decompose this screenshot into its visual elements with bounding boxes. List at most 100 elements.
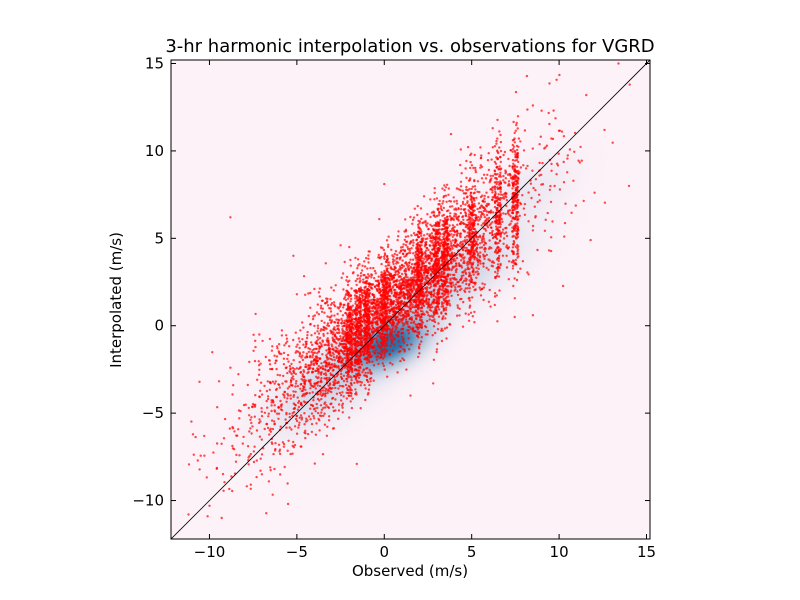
scatter-point (468, 287, 471, 290)
scatter-point (267, 412, 270, 415)
scatter-point (468, 304, 472, 307)
scatter-point (475, 235, 478, 238)
scatter-point (476, 180, 480, 183)
scatter-point (458, 314, 461, 317)
scatter-point (246, 383, 249, 387)
scatter-point (497, 226, 500, 229)
scatter-point (379, 246, 383, 249)
scatter-point (274, 362, 277, 365)
scatter-point (461, 271, 465, 274)
scatter-point (324, 373, 328, 377)
scatter-point (291, 375, 295, 378)
scatter-point (444, 194, 448, 197)
scatter-point (401, 357, 404, 360)
scatter-point (326, 391, 329, 395)
scatter-point (278, 386, 281, 389)
scatter-point (426, 213, 429, 216)
scatter-point (572, 179, 575, 182)
scatter-point (430, 295, 433, 299)
scatter-point (428, 262, 431, 265)
scatter-point (350, 382, 353, 385)
scatter-point (361, 264, 364, 267)
scatter-point (510, 207, 514, 210)
scatter-point (349, 294, 352, 298)
scatter-point (354, 317, 358, 320)
scatter-point (432, 325, 436, 328)
scatter-point (382, 357, 385, 360)
scatter-point (312, 399, 315, 402)
scatter-point (440, 339, 444, 343)
scatter-point (332, 427, 336, 430)
scatter-point (502, 237, 506, 240)
scatter-point (491, 198, 494, 201)
scatter-point (420, 244, 423, 247)
scatter-point (499, 180, 502, 183)
scatter-point (298, 360, 301, 364)
scatter-point (483, 250, 487, 253)
scatter-point (531, 229, 535, 232)
scatter-point (365, 256, 368, 260)
scatter-point (509, 215, 512, 218)
scatter-point (319, 404, 323, 407)
scatter-point (411, 267, 414, 270)
scatter-point (364, 398, 367, 402)
scatter-point (477, 216, 480, 219)
scatter-point (427, 300, 430, 304)
scatter-point (354, 392, 357, 396)
scatter-point (471, 263, 474, 266)
scatter-point (350, 379, 353, 382)
scatter-point (337, 387, 340, 390)
scatter-point (373, 269, 377, 273)
scatter-point (312, 362, 315, 365)
scatter-point (491, 196, 494, 199)
scatter-point (313, 314, 317, 317)
scatter-point (455, 199, 458, 203)
scatter-point (383, 269, 386, 273)
scatter-point (468, 282, 471, 286)
scatter-point (332, 331, 335, 334)
scatter-point (430, 280, 433, 284)
scatter-point (217, 380, 221, 383)
scatter-point (279, 473, 282, 476)
scatter-point (340, 276, 343, 279)
scatter-point (324, 387, 328, 391)
scatter-point (486, 226, 490, 229)
scatter-point (406, 297, 409, 300)
scatter-point (405, 262, 408, 265)
scatter-point (442, 206, 445, 210)
scatter-point (289, 394, 292, 397)
scatter-point (370, 372, 373, 375)
scatter-point (456, 290, 459, 293)
scatter-point (373, 329, 376, 333)
scatter-point (421, 297, 425, 301)
scatter-point (372, 298, 375, 301)
scatter-point (482, 234, 485, 238)
scatter-point (252, 450, 255, 453)
scatter-point (348, 416, 351, 419)
scatter-point (523, 213, 527, 216)
scatter-point (390, 304, 393, 308)
scatter-point (423, 258, 426, 261)
scatter-point (270, 409, 273, 413)
scatter-point (345, 387, 349, 390)
scatter-point (413, 262, 416, 266)
scatter-point (514, 90, 518, 94)
scatter-point (332, 356, 336, 359)
scatter-point (482, 209, 485, 213)
scatter-point (585, 93, 588, 97)
scatter-point (465, 159, 468, 163)
scatter-point (348, 391, 351, 394)
scatter-point (314, 369, 317, 373)
scatter-point (449, 254, 452, 257)
scatter-point (317, 350, 320, 353)
scatter-point (440, 279, 443, 282)
scatter-point (311, 391, 314, 394)
scatter-point (402, 291, 405, 294)
scatter-point (456, 293, 460, 297)
scatter-point (412, 239, 415, 242)
scatter-point (392, 268, 395, 271)
scatter-point (512, 229, 515, 232)
scatter-point (421, 221, 424, 225)
scatter-point (355, 283, 358, 287)
scatter-point (541, 183, 545, 186)
